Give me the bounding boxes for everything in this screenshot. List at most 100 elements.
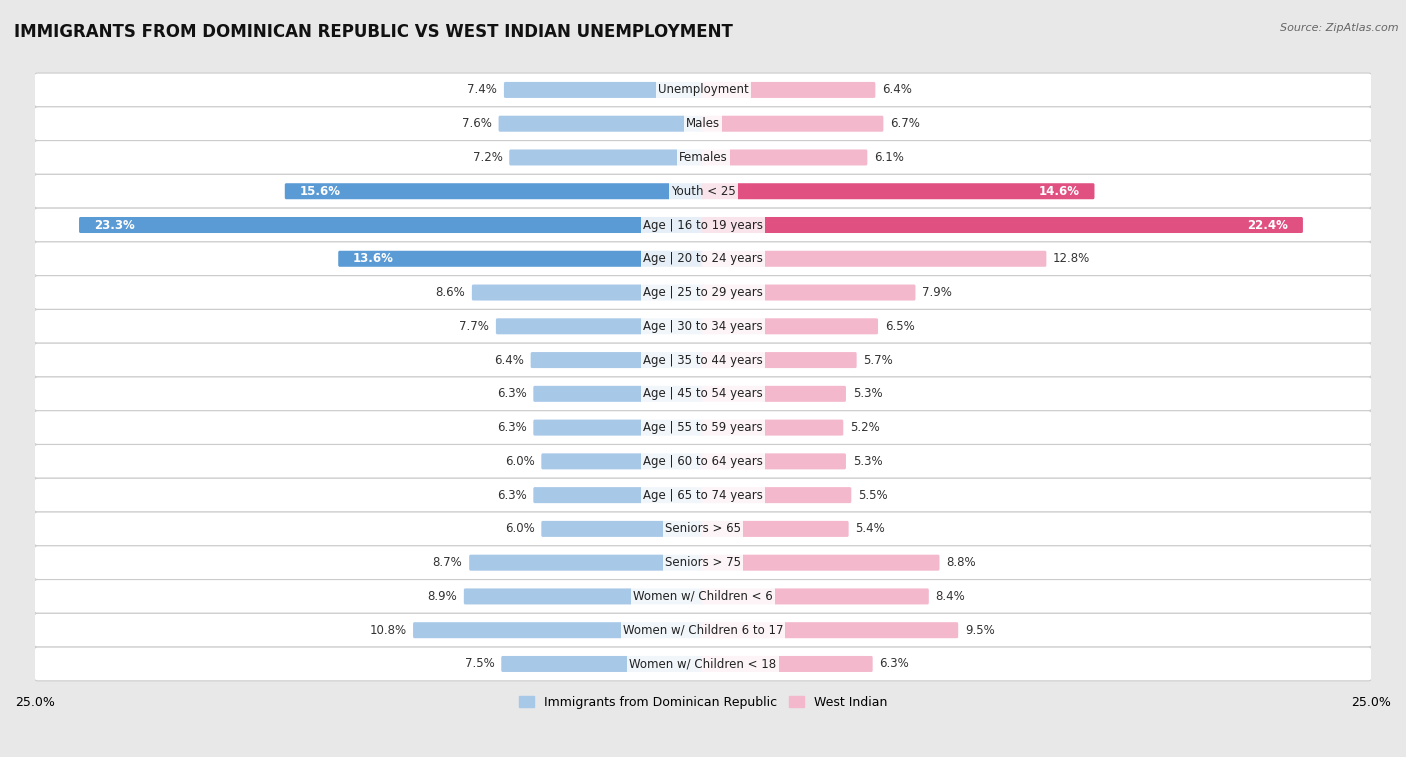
FancyBboxPatch shape xyxy=(464,588,704,604)
FancyBboxPatch shape xyxy=(34,478,1372,512)
Text: 7.9%: 7.9% xyxy=(922,286,952,299)
Text: Source: ZipAtlas.com: Source: ZipAtlas.com xyxy=(1281,23,1399,33)
FancyBboxPatch shape xyxy=(34,343,1372,377)
Text: 15.6%: 15.6% xyxy=(299,185,340,198)
FancyBboxPatch shape xyxy=(702,386,846,402)
Text: 8.9%: 8.9% xyxy=(427,590,457,603)
Text: 6.3%: 6.3% xyxy=(879,658,910,671)
FancyBboxPatch shape xyxy=(34,512,1372,546)
FancyBboxPatch shape xyxy=(502,656,704,672)
Text: 7.5%: 7.5% xyxy=(465,658,495,671)
Text: Males: Males xyxy=(686,117,720,130)
FancyBboxPatch shape xyxy=(702,656,873,672)
FancyBboxPatch shape xyxy=(702,285,915,301)
FancyBboxPatch shape xyxy=(34,208,1372,242)
FancyBboxPatch shape xyxy=(285,183,704,199)
Text: 13.6%: 13.6% xyxy=(353,252,394,265)
FancyBboxPatch shape xyxy=(503,82,704,98)
FancyBboxPatch shape xyxy=(499,116,704,132)
Text: 6.7%: 6.7% xyxy=(890,117,920,130)
Text: 22.4%: 22.4% xyxy=(1247,219,1288,232)
FancyBboxPatch shape xyxy=(496,318,704,335)
FancyBboxPatch shape xyxy=(702,82,876,98)
Text: 5.7%: 5.7% xyxy=(863,354,893,366)
FancyBboxPatch shape xyxy=(34,174,1372,208)
Text: 7.4%: 7.4% xyxy=(467,83,498,96)
FancyBboxPatch shape xyxy=(34,411,1372,444)
Text: 6.3%: 6.3% xyxy=(496,421,527,434)
FancyBboxPatch shape xyxy=(533,487,704,503)
Text: Females: Females xyxy=(679,151,727,164)
FancyBboxPatch shape xyxy=(541,521,704,537)
Text: Age | 35 to 44 years: Age | 35 to 44 years xyxy=(643,354,763,366)
Text: 8.6%: 8.6% xyxy=(436,286,465,299)
Text: Unemployment: Unemployment xyxy=(658,83,748,96)
FancyBboxPatch shape xyxy=(702,352,856,368)
Text: Women w/ Children < 18: Women w/ Children < 18 xyxy=(630,658,776,671)
Text: 6.5%: 6.5% xyxy=(884,319,914,333)
FancyBboxPatch shape xyxy=(34,242,1372,276)
FancyBboxPatch shape xyxy=(34,141,1372,174)
Text: Age | 20 to 24 years: Age | 20 to 24 years xyxy=(643,252,763,265)
Text: 14.6%: 14.6% xyxy=(1039,185,1080,198)
FancyBboxPatch shape xyxy=(702,217,1303,233)
Text: Age | 45 to 54 years: Age | 45 to 54 years xyxy=(643,388,763,400)
FancyBboxPatch shape xyxy=(702,251,1046,266)
Text: Women w/ Children 6 to 17: Women w/ Children 6 to 17 xyxy=(623,624,783,637)
Text: 12.8%: 12.8% xyxy=(1053,252,1090,265)
Text: 5.2%: 5.2% xyxy=(851,421,880,434)
Text: Women w/ Children < 6: Women w/ Children < 6 xyxy=(633,590,773,603)
FancyBboxPatch shape xyxy=(533,386,704,402)
Text: 6.0%: 6.0% xyxy=(505,455,534,468)
FancyBboxPatch shape xyxy=(34,276,1372,310)
FancyBboxPatch shape xyxy=(472,285,704,301)
FancyBboxPatch shape xyxy=(34,580,1372,613)
Text: Age | 60 to 64 years: Age | 60 to 64 years xyxy=(643,455,763,468)
FancyBboxPatch shape xyxy=(702,555,939,571)
FancyBboxPatch shape xyxy=(702,318,877,335)
Text: Age | 25 to 29 years: Age | 25 to 29 years xyxy=(643,286,763,299)
FancyBboxPatch shape xyxy=(702,116,883,132)
Text: 6.3%: 6.3% xyxy=(496,388,527,400)
FancyBboxPatch shape xyxy=(530,352,704,368)
FancyBboxPatch shape xyxy=(34,647,1372,681)
FancyBboxPatch shape xyxy=(702,419,844,435)
FancyBboxPatch shape xyxy=(34,613,1372,647)
FancyBboxPatch shape xyxy=(34,444,1372,478)
Text: 7.6%: 7.6% xyxy=(463,117,492,130)
FancyBboxPatch shape xyxy=(34,73,1372,107)
FancyBboxPatch shape xyxy=(702,453,846,469)
Text: 10.8%: 10.8% xyxy=(370,624,406,637)
FancyBboxPatch shape xyxy=(541,453,704,469)
Text: Youth < 25: Youth < 25 xyxy=(671,185,735,198)
FancyBboxPatch shape xyxy=(533,419,704,435)
Text: 23.3%: 23.3% xyxy=(94,219,135,232)
Text: Age | 30 to 34 years: Age | 30 to 34 years xyxy=(643,319,763,333)
FancyBboxPatch shape xyxy=(34,107,1372,141)
FancyBboxPatch shape xyxy=(34,310,1372,343)
FancyBboxPatch shape xyxy=(470,555,704,571)
FancyBboxPatch shape xyxy=(702,622,959,638)
FancyBboxPatch shape xyxy=(34,377,1372,411)
Text: 6.1%: 6.1% xyxy=(875,151,904,164)
Text: 8.7%: 8.7% xyxy=(433,556,463,569)
FancyBboxPatch shape xyxy=(79,217,704,233)
FancyBboxPatch shape xyxy=(413,622,704,638)
Text: Age | 65 to 74 years: Age | 65 to 74 years xyxy=(643,488,763,502)
Text: 5.4%: 5.4% xyxy=(855,522,884,535)
Text: 8.8%: 8.8% xyxy=(946,556,976,569)
Text: 6.0%: 6.0% xyxy=(505,522,534,535)
FancyBboxPatch shape xyxy=(509,149,704,166)
FancyBboxPatch shape xyxy=(339,251,704,266)
Text: Seniors > 65: Seniors > 65 xyxy=(665,522,741,535)
Text: 9.5%: 9.5% xyxy=(965,624,994,637)
Text: Age | 55 to 59 years: Age | 55 to 59 years xyxy=(643,421,763,434)
Text: 6.3%: 6.3% xyxy=(496,488,527,502)
Text: 5.3%: 5.3% xyxy=(852,388,883,400)
Text: 7.7%: 7.7% xyxy=(460,319,489,333)
Text: IMMIGRANTS FROM DOMINICAN REPUBLIC VS WEST INDIAN UNEMPLOYMENT: IMMIGRANTS FROM DOMINICAN REPUBLIC VS WE… xyxy=(14,23,733,41)
FancyBboxPatch shape xyxy=(702,588,929,604)
Text: Age | 16 to 19 years: Age | 16 to 19 years xyxy=(643,219,763,232)
Text: 8.4%: 8.4% xyxy=(935,590,966,603)
Text: 5.3%: 5.3% xyxy=(852,455,883,468)
